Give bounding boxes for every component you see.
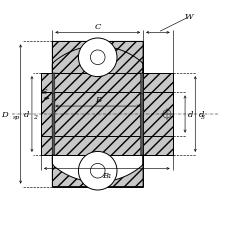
Polygon shape xyxy=(142,93,172,155)
Circle shape xyxy=(78,39,117,77)
Polygon shape xyxy=(52,42,142,78)
Circle shape xyxy=(78,152,117,190)
Polygon shape xyxy=(52,74,55,136)
Text: d: d xyxy=(187,111,192,118)
Circle shape xyxy=(90,51,105,65)
Text: B: B xyxy=(94,96,100,104)
Polygon shape xyxy=(41,93,52,155)
Polygon shape xyxy=(41,74,52,136)
Text: 2: 2 xyxy=(33,115,36,120)
Polygon shape xyxy=(52,74,142,136)
Text: sp: sp xyxy=(13,114,20,119)
Circle shape xyxy=(90,164,105,178)
Text: C: C xyxy=(94,22,101,30)
Polygon shape xyxy=(52,93,55,155)
Polygon shape xyxy=(140,74,143,136)
Text: d: d xyxy=(198,111,203,118)
Polygon shape xyxy=(52,93,142,155)
Polygon shape xyxy=(142,74,172,136)
Text: S: S xyxy=(42,88,48,96)
Text: B₁: B₁ xyxy=(102,172,111,180)
Text: 3: 3 xyxy=(201,115,204,120)
Text: d: d xyxy=(24,111,29,118)
Text: W: W xyxy=(183,13,192,21)
Text: D: D xyxy=(1,111,8,118)
Polygon shape xyxy=(140,93,143,155)
Polygon shape xyxy=(52,151,142,187)
